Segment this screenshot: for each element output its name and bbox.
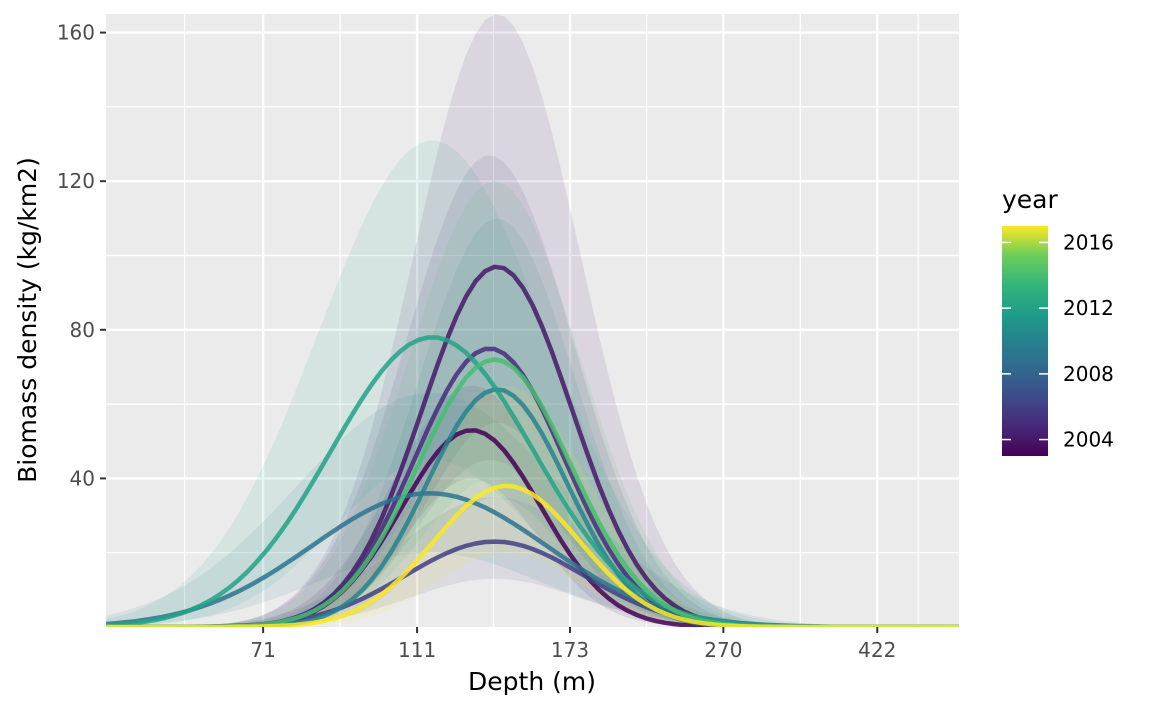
x-tick-label: 422: [858, 638, 896, 662]
legend: year 2004 2008 2012 2016: [1002, 185, 1114, 456]
x-tick-label: 71: [250, 638, 275, 662]
colorbar-label: 2004: [1063, 428, 1114, 452]
x-tick-label: 173: [551, 638, 589, 662]
x-axis: 71 111 173 270 422: [250, 627, 896, 662]
y-axis: 40 80 120 160: [57, 21, 106, 490]
colorbar-ticks: 2004 2008 2012 2016: [1002, 230, 1114, 452]
ci-ribbon-2017: [106, 385, 959, 627]
x-tick-label: 111: [398, 638, 436, 662]
ci-ribbon-2012: [106, 140, 959, 627]
plot-panel: [106, 14, 959, 627]
ci-ribbon-2014: [106, 181, 959, 627]
ci-ribbon-2009: [106, 393, 959, 627]
ci-ribbon-2004: [106, 14, 959, 627]
colorbar: [1002, 226, 1048, 456]
legend-title: year: [1002, 185, 1058, 214]
ci-ribbon-2003: [106, 385, 959, 627]
colorbar-label: 2012: [1063, 296, 1114, 320]
y-tick-label: 160: [57, 21, 95, 45]
x-axis-title: Depth (m): [468, 667, 596, 696]
colorbar-label: 2008: [1063, 362, 1114, 386]
major-gridlines: [106, 14, 959, 627]
colorbar-label: 2016: [1063, 230, 1114, 254]
y-axis-title: Biomass density (kg/km2): [13, 157, 42, 483]
y-tick-label: 80: [70, 318, 95, 342]
ci-ribbon-2010: [106, 218, 959, 627]
ci-ribbon-2006: [106, 497, 959, 627]
minor-gridlines: [106, 14, 959, 627]
y-tick-label: 120: [57, 169, 95, 193]
y-tick-label: 40: [70, 466, 95, 490]
x-tick-label: 270: [704, 638, 742, 662]
series-lines: [106, 264, 959, 627]
series-line-2017: [106, 483, 959, 627]
